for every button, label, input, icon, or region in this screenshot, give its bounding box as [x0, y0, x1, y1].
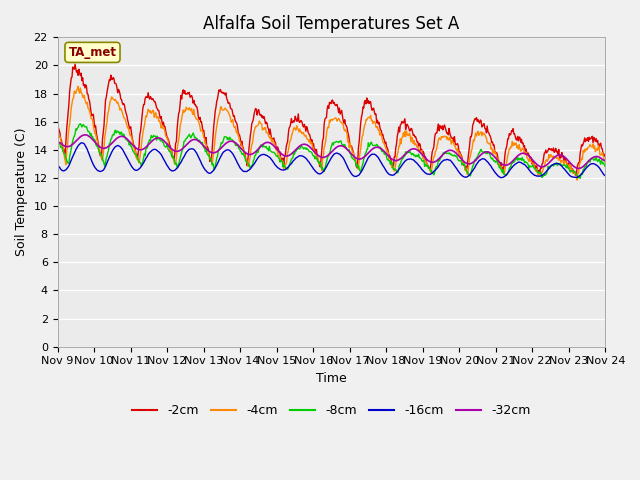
Title: Alfalfa Soil Temperatures Set A: Alfalfa Soil Temperatures Set A [204, 15, 460, 33]
X-axis label: Time: Time [316, 372, 347, 385]
Y-axis label: Soil Temperature (C): Soil Temperature (C) [15, 128, 28, 256]
Legend: -2cm, -4cm, -8cm, -16cm, -32cm: -2cm, -4cm, -8cm, -16cm, -32cm [127, 399, 536, 422]
Text: TA_met: TA_met [68, 46, 116, 59]
